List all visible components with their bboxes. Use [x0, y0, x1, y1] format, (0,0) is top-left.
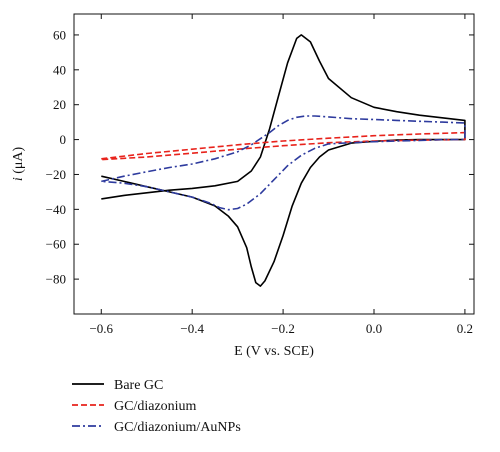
series-layer [101, 34, 466, 287]
x-axis-label: E (V vs. SCE) [234, 344, 314, 359]
x-tick-label: 0.0 [366, 321, 382, 336]
x-tick-label: 0.2 [457, 321, 473, 336]
legend-label-3: GC/diazonium/AuNPs [114, 420, 241, 435]
y-tick-label: 0 [60, 132, 67, 147]
y-tick-label: −60 [46, 237, 66, 252]
y-tick-label: −80 [46, 272, 66, 287]
y-tick-label: −40 [46, 202, 66, 217]
series-line-1 [101, 34, 466, 287]
y-tick-label: −20 [46, 167, 66, 182]
legend-label-2: GC/diazonium [114, 399, 197, 414]
plot-area [73, 13, 475, 315]
x-axis: −0.6 −0.4 −0.2 0.0 0.2 [89, 14, 473, 336]
series-line-3 [101, 115, 466, 211]
y-axis-label: i (μA) [11, 147, 26, 182]
x-tick-label: −0.6 [89, 321, 113, 336]
y-tick-label: 60 [53, 27, 66, 42]
x-tick-label: −0.4 [180, 321, 204, 336]
legend: Bare GC GC/diazonium GC/diazonium/AuNPs [72, 378, 241, 435]
y-axis: 60 40 20 0 −20 −40 −60 −80 [46, 27, 474, 287]
y-axis-label-unit: (μA) [11, 147, 26, 178]
y-axis-label-symbol: i [11, 177, 26, 181]
plot-frame [73, 13, 475, 315]
legend-label-1: Bare GC [114, 378, 163, 393]
y-tick-label: 40 [53, 62, 66, 77]
x-tick-label: −0.2 [271, 321, 295, 336]
series-line-2 [101, 131, 466, 161]
y-tick-label: 20 [53, 97, 66, 112]
